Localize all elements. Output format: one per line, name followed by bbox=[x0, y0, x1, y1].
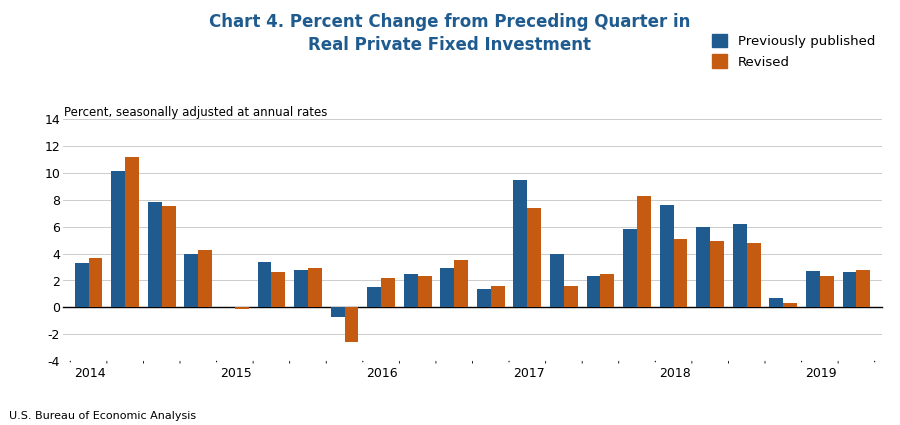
Bar bbox=[235, 307, 248, 309]
Text: 2018: 2018 bbox=[659, 367, 690, 380]
Bar bbox=[587, 277, 600, 307]
Bar bbox=[564, 286, 578, 307]
Bar bbox=[367, 287, 381, 307]
Bar bbox=[733, 224, 747, 307]
Bar bbox=[148, 202, 162, 307]
Bar bbox=[637, 196, 651, 307]
Text: 2019: 2019 bbox=[806, 367, 837, 380]
Bar bbox=[381, 278, 395, 307]
Bar bbox=[600, 274, 615, 307]
Bar bbox=[308, 269, 322, 307]
Bar bbox=[527, 208, 541, 307]
Bar bbox=[75, 263, 88, 307]
Text: 2015: 2015 bbox=[220, 367, 252, 380]
Bar bbox=[184, 254, 198, 307]
Bar bbox=[162, 207, 176, 307]
Text: Chart 4. Percent Change from Preceding Quarter in
Real Private Fixed Investment: Chart 4. Percent Change from Preceding Q… bbox=[210, 13, 690, 54]
Bar bbox=[623, 230, 637, 307]
Bar bbox=[112, 172, 125, 307]
Bar bbox=[673, 239, 688, 307]
Bar bbox=[477, 289, 490, 307]
Legend: Previously published, Revised: Previously published, Revised bbox=[712, 34, 876, 68]
Bar bbox=[697, 227, 710, 307]
Bar bbox=[125, 157, 140, 307]
Bar bbox=[418, 277, 432, 307]
Bar bbox=[770, 298, 783, 307]
Bar bbox=[513, 180, 527, 307]
Bar bbox=[440, 269, 454, 307]
Bar bbox=[198, 249, 212, 307]
Bar bbox=[272, 272, 285, 307]
Bar bbox=[710, 241, 724, 307]
Text: 2017: 2017 bbox=[513, 367, 544, 380]
Bar bbox=[330, 307, 345, 317]
Text: 2016: 2016 bbox=[366, 367, 398, 380]
Bar bbox=[345, 307, 358, 343]
Bar bbox=[820, 277, 833, 307]
Bar bbox=[747, 243, 760, 307]
Text: 2014: 2014 bbox=[74, 367, 105, 380]
Bar bbox=[550, 254, 564, 307]
Bar bbox=[404, 274, 418, 307]
Bar bbox=[842, 272, 857, 307]
Bar bbox=[660, 205, 673, 307]
Text: U.S. Bureau of Economic Analysis: U.S. Bureau of Economic Analysis bbox=[9, 411, 196, 421]
Bar bbox=[257, 262, 272, 307]
Text: Percent, seasonally adjusted at annual rates: Percent, seasonally adjusted at annual r… bbox=[64, 106, 327, 119]
Bar bbox=[454, 260, 468, 307]
Bar bbox=[857, 270, 870, 307]
Bar bbox=[783, 303, 797, 307]
Bar bbox=[806, 271, 820, 307]
Bar bbox=[88, 258, 103, 307]
Bar bbox=[491, 286, 505, 307]
Bar bbox=[294, 270, 308, 307]
